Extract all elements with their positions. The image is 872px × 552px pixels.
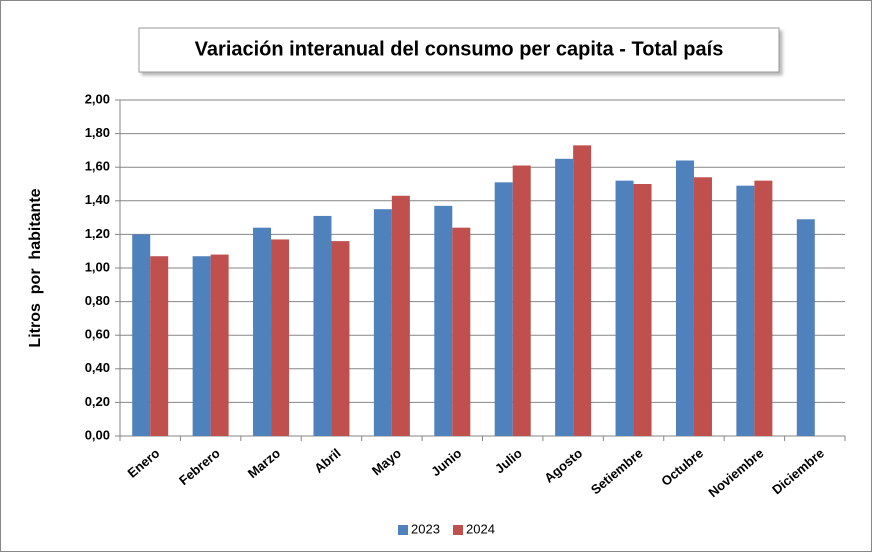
bar — [754, 180, 773, 436]
y-tick-label: 0,20 — [85, 394, 110, 409]
y-tick-label: 1,00 — [85, 259, 110, 274]
bar — [313, 215, 332, 436]
legend-label: 2024 — [466, 521, 495, 536]
legend-swatch — [398, 525, 408, 535]
bar — [373, 209, 392, 436]
bar — [633, 184, 652, 436]
bar — [132, 234, 151, 436]
bar — [675, 160, 694, 437]
legend-label: 2023 — [411, 521, 440, 536]
bar — [494, 182, 513, 436]
bar — [150, 256, 169, 436]
y-tick-label: 1,80 — [85, 125, 110, 140]
bar — [452, 227, 471, 436]
bar — [555, 158, 574, 437]
bar — [512, 165, 531, 436]
y-tick-label: 0,60 — [85, 327, 110, 342]
y-axis-label: Litros por habitante — [27, 188, 44, 347]
y-tick-label: 0,40 — [85, 360, 110, 375]
chart-title: Variación interanual del consumo per cap… — [195, 38, 724, 60]
bar — [271, 239, 290, 436]
bar — [210, 254, 229, 436]
y-tick-label: 0,80 — [85, 293, 110, 308]
bar — [391, 195, 410, 436]
bar — [434, 205, 453, 436]
bar — [796, 219, 815, 436]
bar — [192, 256, 211, 436]
title-box — [138, 27, 780, 73]
bar — [693, 177, 712, 436]
y-tick-label: 2,00 — [85, 91, 110, 106]
y-tick-label: 0,00 — [85, 427, 110, 442]
y-tick-label: 1,40 — [85, 192, 110, 207]
bar — [736, 185, 755, 436]
bar — [253, 227, 272, 436]
legend-swatch — [453, 525, 463, 535]
bar — [615, 180, 634, 436]
y-tick-label: 1,20 — [85, 226, 110, 241]
bar — [573, 145, 592, 437]
y-tick-label: 1,60 — [85, 159, 110, 174]
bar — [331, 241, 350, 436]
